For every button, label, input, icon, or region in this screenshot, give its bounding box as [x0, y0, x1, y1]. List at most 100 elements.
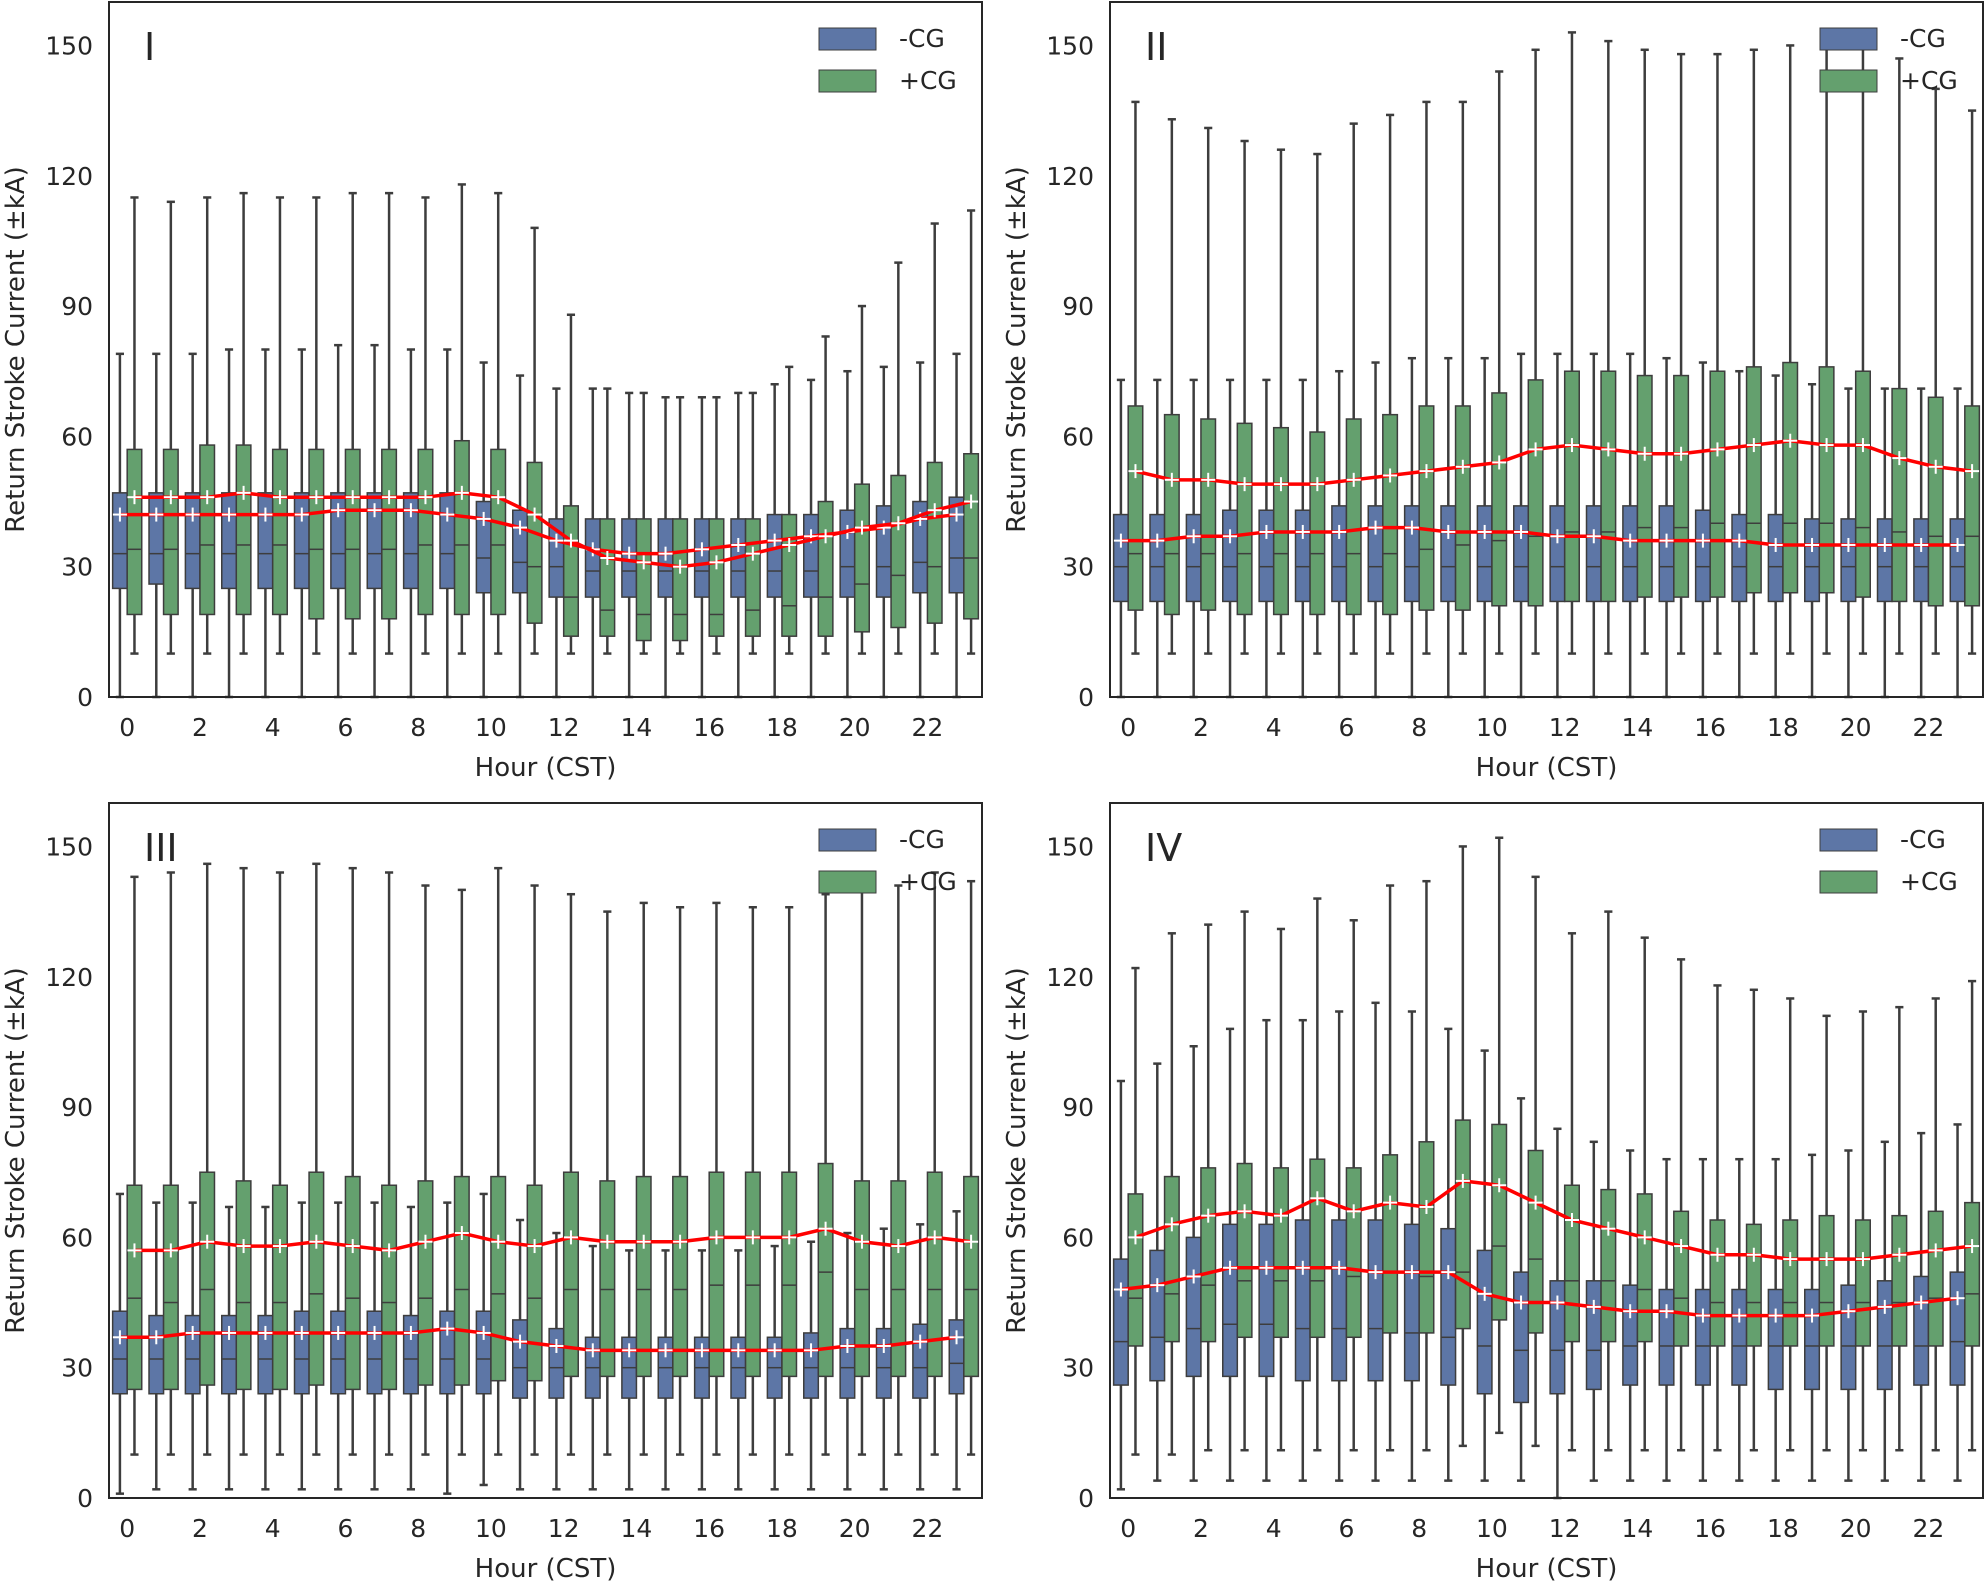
neg-cg-mean-marker — [1404, 1265, 1419, 1280]
y-tick-label: 30 — [1062, 553, 1094, 582]
neg-cg-box — [1476, 505, 1493, 603]
neg-cg-box — [1331, 505, 1348, 603]
pos-cg-box — [635, 518, 652, 642]
neg-cg-box — [221, 492, 238, 590]
neg-cg-box — [1622, 505, 1639, 603]
legend-swatch-neg-cg — [1819, 27, 1878, 51]
panel-label: I — [144, 25, 155, 69]
pos-cg-box — [1964, 405, 1981, 607]
neg-cg-mean-marker — [513, 520, 528, 535]
x-axis-label: Hour (CST) — [1476, 753, 1618, 783]
pos-cg-mean-marker — [345, 490, 360, 505]
legend-swatch-pos-cg — [1819, 870, 1878, 894]
y-tick-label: 90 — [1062, 292, 1094, 321]
panel-label: IV — [1145, 826, 1182, 870]
pos-cg-mean-marker — [1710, 1247, 1725, 1262]
neg-cg-mean-marker — [949, 507, 964, 522]
neg-cg-box — [1876, 1280, 1893, 1391]
pos-cg-mean-marker — [1383, 468, 1398, 483]
neg-cg-box — [1694, 1288, 1711, 1386]
pos-cg-box — [744, 518, 761, 637]
pos-cg-box — [235, 444, 252, 616]
neg-cg-mean-marker — [1877, 537, 1892, 552]
pos-cg-mean-marker — [527, 507, 542, 522]
pos-cg-box — [1345, 1167, 1362, 1339]
neg-cg-box — [184, 492, 201, 590]
pos-cg-mean-marker — [200, 1234, 215, 1249]
pos-cg-mean-marker — [1892, 451, 1907, 466]
pos-cg-box — [1345, 418, 1362, 616]
pos-cg-box — [1854, 370, 1871, 598]
x-tick-label: 22 — [1913, 713, 1945, 742]
y-tick-label: 150 — [45, 31, 93, 60]
pos-cg-mean-marker — [1965, 464, 1980, 479]
neg-cg-box — [1112, 1258, 1129, 1386]
pos-cg-box — [381, 1184, 398, 1391]
pos-cg-box — [199, 1171, 216, 1386]
neg-cg-box — [1185, 513, 1202, 603]
neg-cg-mean-marker — [112, 507, 127, 522]
neg-cg-mean-marker — [331, 503, 346, 518]
pos-cg-mean-marker — [600, 1234, 615, 1249]
pos-cg-box — [1200, 418, 1217, 611]
pos-cg-mean-marker — [272, 1239, 287, 1254]
pos-cg-mean-marker — [127, 1243, 142, 1258]
pos-cg-box — [817, 500, 834, 637]
legend-label-neg-cg: -CG — [1900, 24, 1946, 53]
neg-cg-box — [1476, 1249, 1493, 1395]
pos-cg-series — [126, 183, 980, 655]
legend-label-neg-cg: -CG — [899, 825, 945, 854]
pos-cg-mean-marker — [1892, 1247, 1907, 1262]
pos-cg-mean-marker — [1674, 1239, 1689, 1254]
pos-cg-mean-marker — [1674, 446, 1689, 461]
pos-cg-mean-marker — [1637, 1230, 1652, 1245]
pos-cg-box — [417, 448, 434, 616]
pos-cg-mean-marker — [163, 490, 178, 505]
neg-cg-box — [1840, 1284, 1857, 1391]
pos-cg-mean-marker — [527, 1239, 542, 1254]
x-tick-label: 4 — [265, 713, 281, 742]
neg-cg-box — [1658, 1288, 1675, 1386]
y-tick-label: 150 — [1046, 31, 1094, 60]
neg-cg-mean-marker — [1623, 1304, 1638, 1319]
pos-cg-mean-marker — [236, 1239, 251, 1254]
pos-cg-box — [235, 1180, 252, 1391]
pos-cg-mean-marker — [1746, 438, 1761, 453]
neg-cg-box — [584, 518, 601, 598]
x-tick-label: 14 — [621, 713, 653, 742]
neg-cg-box — [1294, 1219, 1311, 1382]
pos-cg-box — [344, 1175, 361, 1391]
x-tick-label: 20 — [839, 713, 871, 742]
pos-cg-mean-marker — [1528, 442, 1543, 457]
pos-cg-box — [890, 1180, 907, 1378]
neg-cg-mean-marker — [294, 507, 309, 522]
pos-cg-box — [1818, 1214, 1835, 1347]
pos-cg-mean-marker — [600, 551, 615, 565]
pos-cg-mean-marker — [309, 490, 324, 505]
neg-cg-box — [875, 505, 892, 598]
pos-cg-box — [490, 448, 507, 616]
neg-cg-box — [1440, 505, 1457, 603]
pos-cg-box — [1272, 1167, 1289, 1339]
pos-cg-mean-marker — [636, 1234, 651, 1249]
neg-cg-mean-marker — [222, 507, 237, 522]
y-tick-label: 90 — [1062, 1093, 1094, 1122]
neg-cg-mean-marker — [1659, 1304, 1674, 1319]
x-tick-label: 8 — [410, 713, 426, 742]
legend: -CG +CG — [1819, 24, 1958, 95]
neg-cg-mean-marker — [804, 1343, 819, 1358]
neg-cg-mean-marker — [876, 1338, 891, 1353]
neg-cg-mean-marker — [622, 1343, 637, 1358]
pos-cg-mean-marker — [236, 485, 251, 500]
neg-cg-mean-marker — [549, 533, 564, 548]
panel-label: III — [144, 826, 178, 870]
x-tick-label: 18 — [766, 713, 798, 742]
y-tick-label: 0 — [1078, 1484, 1094, 1513]
neg-cg-mean-marker — [731, 537, 746, 552]
neg-cg-box — [1149, 1249, 1166, 1382]
y-axis-label: Return Stroke Current (±kA) — [1002, 967, 1032, 1334]
neg-cg-box — [1222, 509, 1239, 603]
y-tick-label: 60 — [61, 422, 93, 451]
y-tick-label: 0 — [77, 683, 93, 712]
pos-cg-mean-line — [1135, 438, 1973, 486]
